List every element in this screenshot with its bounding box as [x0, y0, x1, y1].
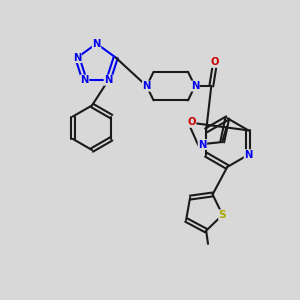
Text: O: O: [210, 57, 218, 67]
Text: N: N: [104, 75, 112, 85]
Text: N: N: [73, 52, 82, 63]
Text: S: S: [219, 210, 226, 220]
Text: N: N: [191, 81, 199, 91]
Text: N: N: [198, 140, 207, 150]
Text: O: O: [188, 117, 196, 127]
Text: N: N: [244, 150, 253, 160]
Text: N: N: [92, 39, 101, 49]
Text: N: N: [80, 75, 89, 85]
Text: N: N: [142, 81, 151, 91]
